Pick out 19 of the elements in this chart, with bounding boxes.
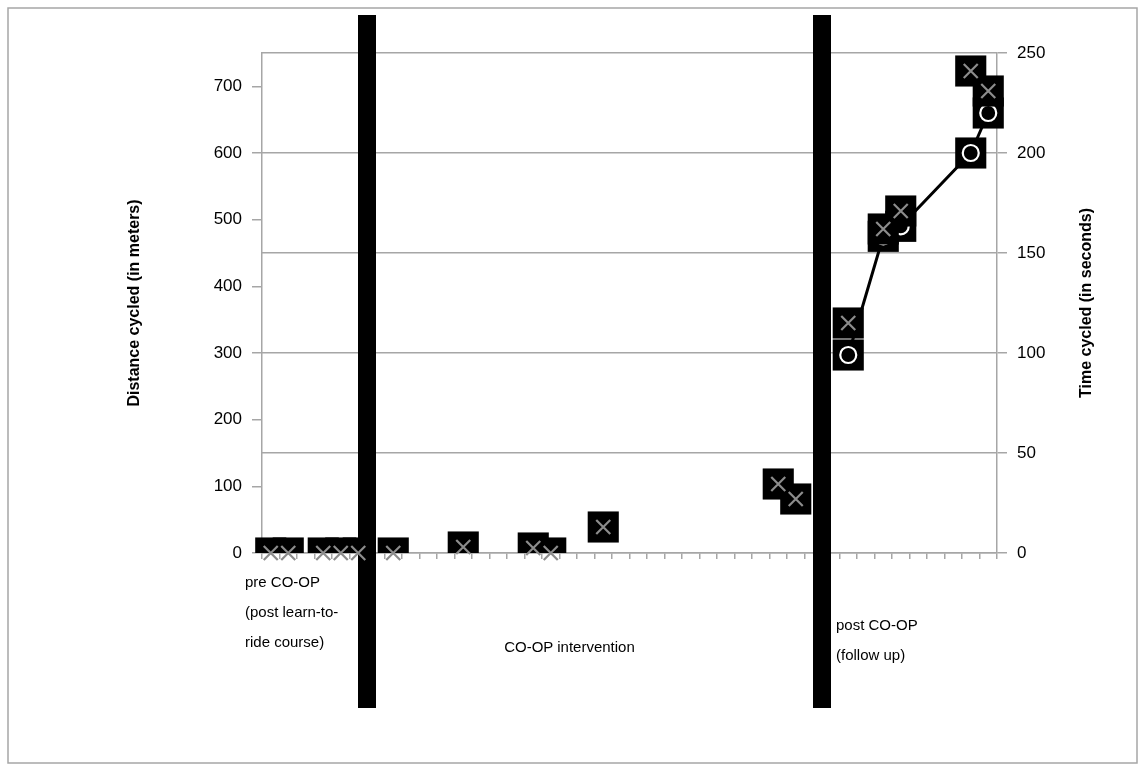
y2-axis-title: Time cycled (in seconds) — [1077, 208, 1095, 398]
y-tick-label: 100 — [213, 476, 242, 496]
text: pre CO-OP (post learn-to-ride course) — [245, 572, 340, 652]
y-tick-label: 200 — [213, 409, 242, 429]
text: post CO-OP (follow up) — [836, 615, 919, 665]
y2-tick-label: 150 — [1017, 242, 1046, 262]
y-tick-label: 300 — [213, 342, 242, 362]
y-tick-label: 700 — [213, 76, 242, 96]
y-tick-label: 400 — [213, 276, 242, 296]
y-tick-label: 600 — [213, 142, 242, 162]
y2-tick-label: 100 — [1017, 342, 1046, 362]
y2-tick-label: 250 — [1017, 42, 1046, 62]
y-tick-label: 500 — [213, 209, 242, 229]
y-tick-label: 0 — [232, 542, 242, 562]
y2-tick-label: 50 — [1017, 442, 1036, 462]
text: CO-OP intervention — [503, 637, 636, 657]
y-axis-title: Distance cycled (in meters) — [125, 199, 143, 407]
y2-tick-label: 0 — [1017, 542, 1027, 562]
y2-tick-label: 200 — [1017, 142, 1046, 162]
